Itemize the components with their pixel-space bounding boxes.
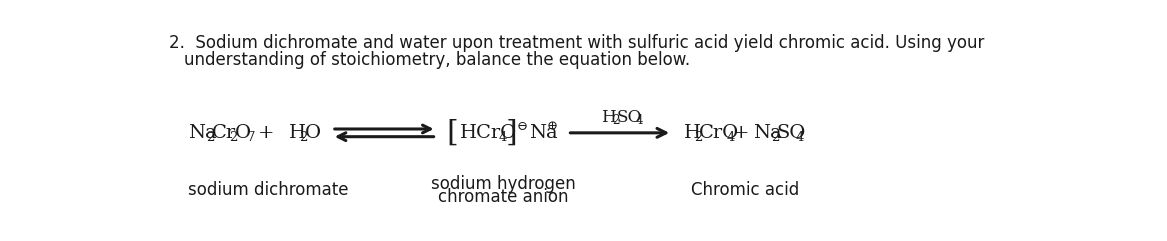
Text: H: H: [289, 124, 306, 142]
Text: 2: 2: [230, 131, 238, 144]
Text: O: O: [305, 124, 321, 142]
Text: O: O: [235, 124, 251, 142]
Text: 2.  Sodium dichromate and water upon treatment with sulfuric acid yield chromic : 2. Sodium dichromate and water upon trea…: [169, 34, 985, 53]
Text: 2: 2: [694, 131, 703, 144]
Text: +: +: [258, 124, 274, 142]
Text: 4: 4: [726, 131, 735, 144]
Text: sodium dichromate: sodium dichromate: [189, 181, 349, 199]
Text: CrO: CrO: [699, 124, 740, 142]
Text: ⊖: ⊖: [516, 120, 527, 133]
Text: sodium hydrogen: sodium hydrogen: [431, 175, 575, 193]
Text: Na: Na: [529, 124, 558, 142]
Text: +: +: [733, 124, 749, 142]
Text: H: H: [684, 124, 700, 142]
Text: 2: 2: [299, 131, 308, 144]
Text: ]: ]: [505, 119, 517, 147]
Text: SO: SO: [616, 109, 642, 126]
Text: Chromic acid: Chromic acid: [692, 181, 799, 199]
Text: SO: SO: [777, 124, 806, 142]
Text: 4: 4: [498, 131, 506, 144]
Text: [: [: [447, 119, 459, 147]
Text: 2: 2: [771, 131, 780, 144]
Text: 2: 2: [612, 114, 620, 127]
Text: chromate anion: chromate anion: [438, 187, 568, 206]
Text: Cr: Cr: [211, 124, 236, 142]
Text: H: H: [601, 109, 616, 126]
Text: 2: 2: [207, 131, 215, 144]
Text: understanding of stoichiometry, balance the equation below.: understanding of stoichiometry, balance …: [184, 51, 690, 69]
Text: Na: Na: [189, 124, 217, 142]
Text: 4: 4: [796, 131, 804, 144]
Text: 4: 4: [635, 114, 643, 127]
Text: HCrO: HCrO: [460, 124, 517, 142]
Text: Na: Na: [754, 124, 782, 142]
Text: 7: 7: [246, 131, 256, 144]
Text: ⊕: ⊕: [546, 120, 558, 133]
